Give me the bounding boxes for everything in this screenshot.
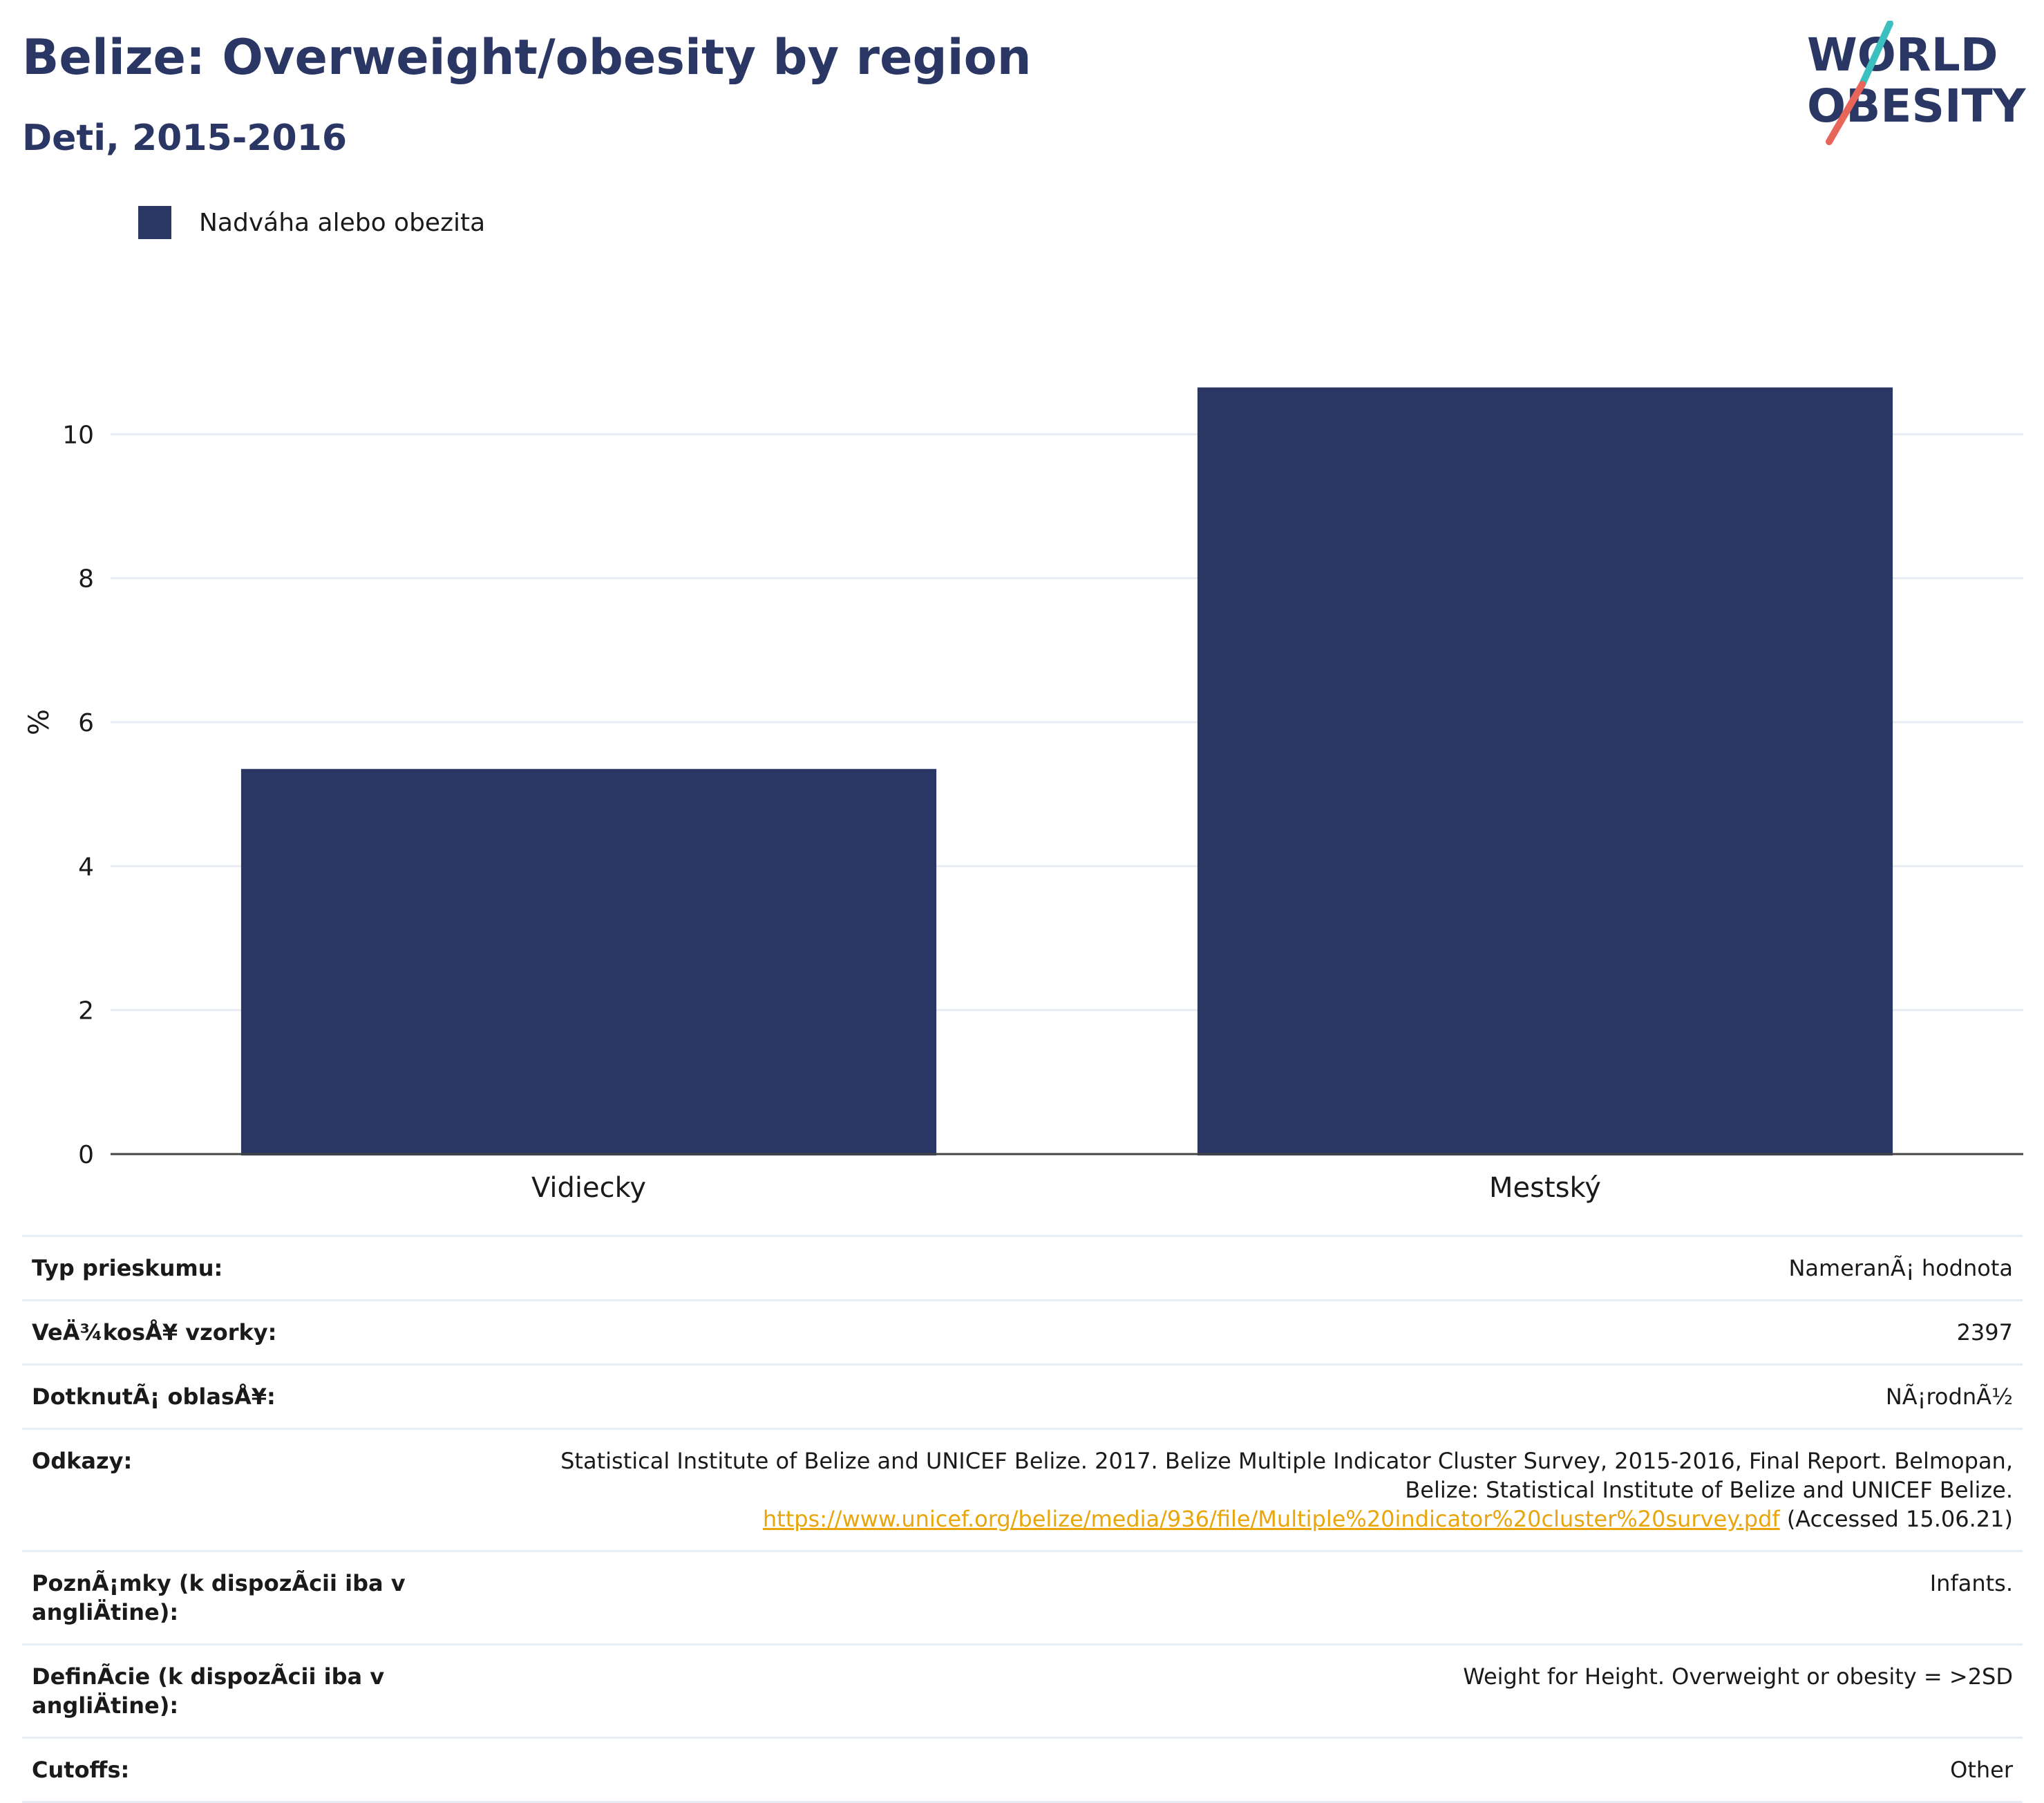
logo-line2: OBESITY xyxy=(1807,79,2027,133)
legend-swatch xyxy=(138,206,171,239)
area-value: NÃ¡rodnÃ½ xyxy=(1885,1384,2013,1410)
y-tick-label: 2 xyxy=(78,997,94,1026)
survey-type-label: Typ prieskumu: xyxy=(32,1255,223,1281)
logo-slash-teal xyxy=(1859,21,1893,88)
table-row: VeÄ¾kosÅ¥ vzorky: 2397 xyxy=(22,1300,2023,1365)
notes-label: PoznÃ¡mky (k dispozÃcii iba v angliÄtine… xyxy=(32,1570,406,1625)
chart-subtitle: Deti, 2015-2016 xyxy=(22,117,348,159)
y-tick-label: 4 xyxy=(78,853,94,881)
y-tick-label: 0 xyxy=(78,1141,94,1169)
cutoffs-label: Cutoffs: xyxy=(32,1757,130,1783)
definitions-label: DefinÃcie (k dispozÃcii iba v angliÄtine… xyxy=(32,1663,385,1719)
table-row: Typ prieskumu: NameranÃ¡ hodnota xyxy=(22,1236,2023,1301)
y-axis-label: % xyxy=(23,709,55,735)
x-tick-label: Vidiecky xyxy=(531,1172,646,1204)
y-tick-label: 10 xyxy=(62,421,94,449)
table-row: PoznÃ¡mky (k dispozÃcii iba v angliÄtine… xyxy=(22,1551,2023,1645)
survey-type-value: NameranÃ¡ hodnota xyxy=(1788,1255,2013,1281)
table-row: DotknutÃ¡ oblasÅ¥: NÃ¡rodnÃ½ xyxy=(22,1364,2023,1429)
table-row: DefinÃcie (k dispozÃcii iba v angliÄtine… xyxy=(22,1644,2023,1738)
sample-size-value: 2397 xyxy=(1956,1319,2013,1346)
metadata-table: Typ prieskumu: NameranÃ¡ hodnota VeÄ¾kos… xyxy=(22,1235,2023,1803)
bar-chart: 0 2 4 6 8 10 Vidiecky Mestský% xyxy=(23,387,2023,1204)
notes-value: Infants. xyxy=(1929,1570,2013,1596)
references-link[interactable]: https://www.unicef.org/belize/media/936/… xyxy=(762,1506,1780,1532)
world-obesity-logo: WORLD OBESITY xyxy=(1807,21,2027,145)
y-tick-label: 6 xyxy=(78,709,94,737)
table-row: Odkazy: Statistical Institute of Belize … xyxy=(22,1428,2023,1551)
references-accessed: (Accessed 15.06.21) xyxy=(1786,1506,2013,1532)
legend[interactable]: Nadváha alebo obezita xyxy=(138,206,485,239)
references-text: Statistical Institute of Belize and UNIC… xyxy=(560,1448,2013,1503)
sample-size-label: VeÄ¾kosÅ¥ vzorky: xyxy=(32,1319,277,1346)
x-tick-label: Mestský xyxy=(1489,1172,1601,1204)
legend-label: Nadváha alebo obezita xyxy=(199,208,486,237)
references-label: Odkazy: xyxy=(32,1448,133,1474)
logo-line1: WORLD xyxy=(1807,28,1998,82)
bar xyxy=(1197,387,1893,1155)
cutoffs-value: Other xyxy=(1950,1757,2013,1783)
bar xyxy=(240,768,937,1155)
chart-title: Belize: Overweight/obesity by region xyxy=(22,29,1032,86)
area-label: DotknutÃ¡ oblasÅ¥: xyxy=(32,1384,276,1410)
references-value: Statistical Institute of Belize and UNIC… xyxy=(484,1429,2023,1551)
logo-slash-red xyxy=(1826,81,1866,145)
y-tick-label: 8 xyxy=(78,565,94,594)
definitions-value: Weight for Height. Overweight or obesity… xyxy=(1463,1663,2013,1690)
table-row: Cutoffs: Other xyxy=(22,1737,2023,1802)
